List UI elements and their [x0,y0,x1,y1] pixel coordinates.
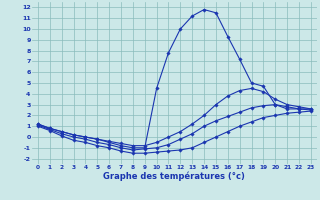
X-axis label: Graphe des températures (°c): Graphe des températures (°c) [103,172,245,181]
